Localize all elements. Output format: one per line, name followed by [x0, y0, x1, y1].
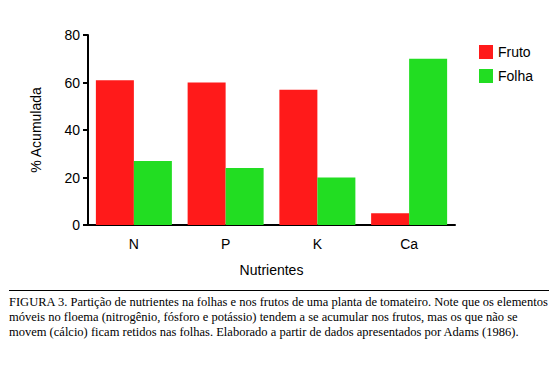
svg-text:60: 60 — [64, 75, 80, 91]
svg-text:P: P — [221, 236, 230, 252]
svg-text:K: K — [313, 236, 323, 252]
svg-text:Fruto: Fruto — [498, 44, 531, 60]
svg-text:0: 0 — [72, 217, 80, 233]
svg-text:Ca: Ca — [400, 236, 418, 252]
svg-text:80: 80 — [64, 27, 80, 43]
svg-text:40: 40 — [64, 122, 80, 138]
svg-text:Nutrientes: Nutrientes — [240, 262, 304, 278]
html-text:FIGURA 3. Partição de nutrient: FIGURA 3. Partição de nutrientes na folh… — [9, 295, 548, 339]
svg-text:20: 20 — [64, 170, 80, 186]
svg-text:Folha: Folha — [498, 68, 533, 84]
svg-text:% Acumulada: % Acumulada — [28, 87, 44, 173]
svg-text:N: N — [129, 236, 139, 252]
